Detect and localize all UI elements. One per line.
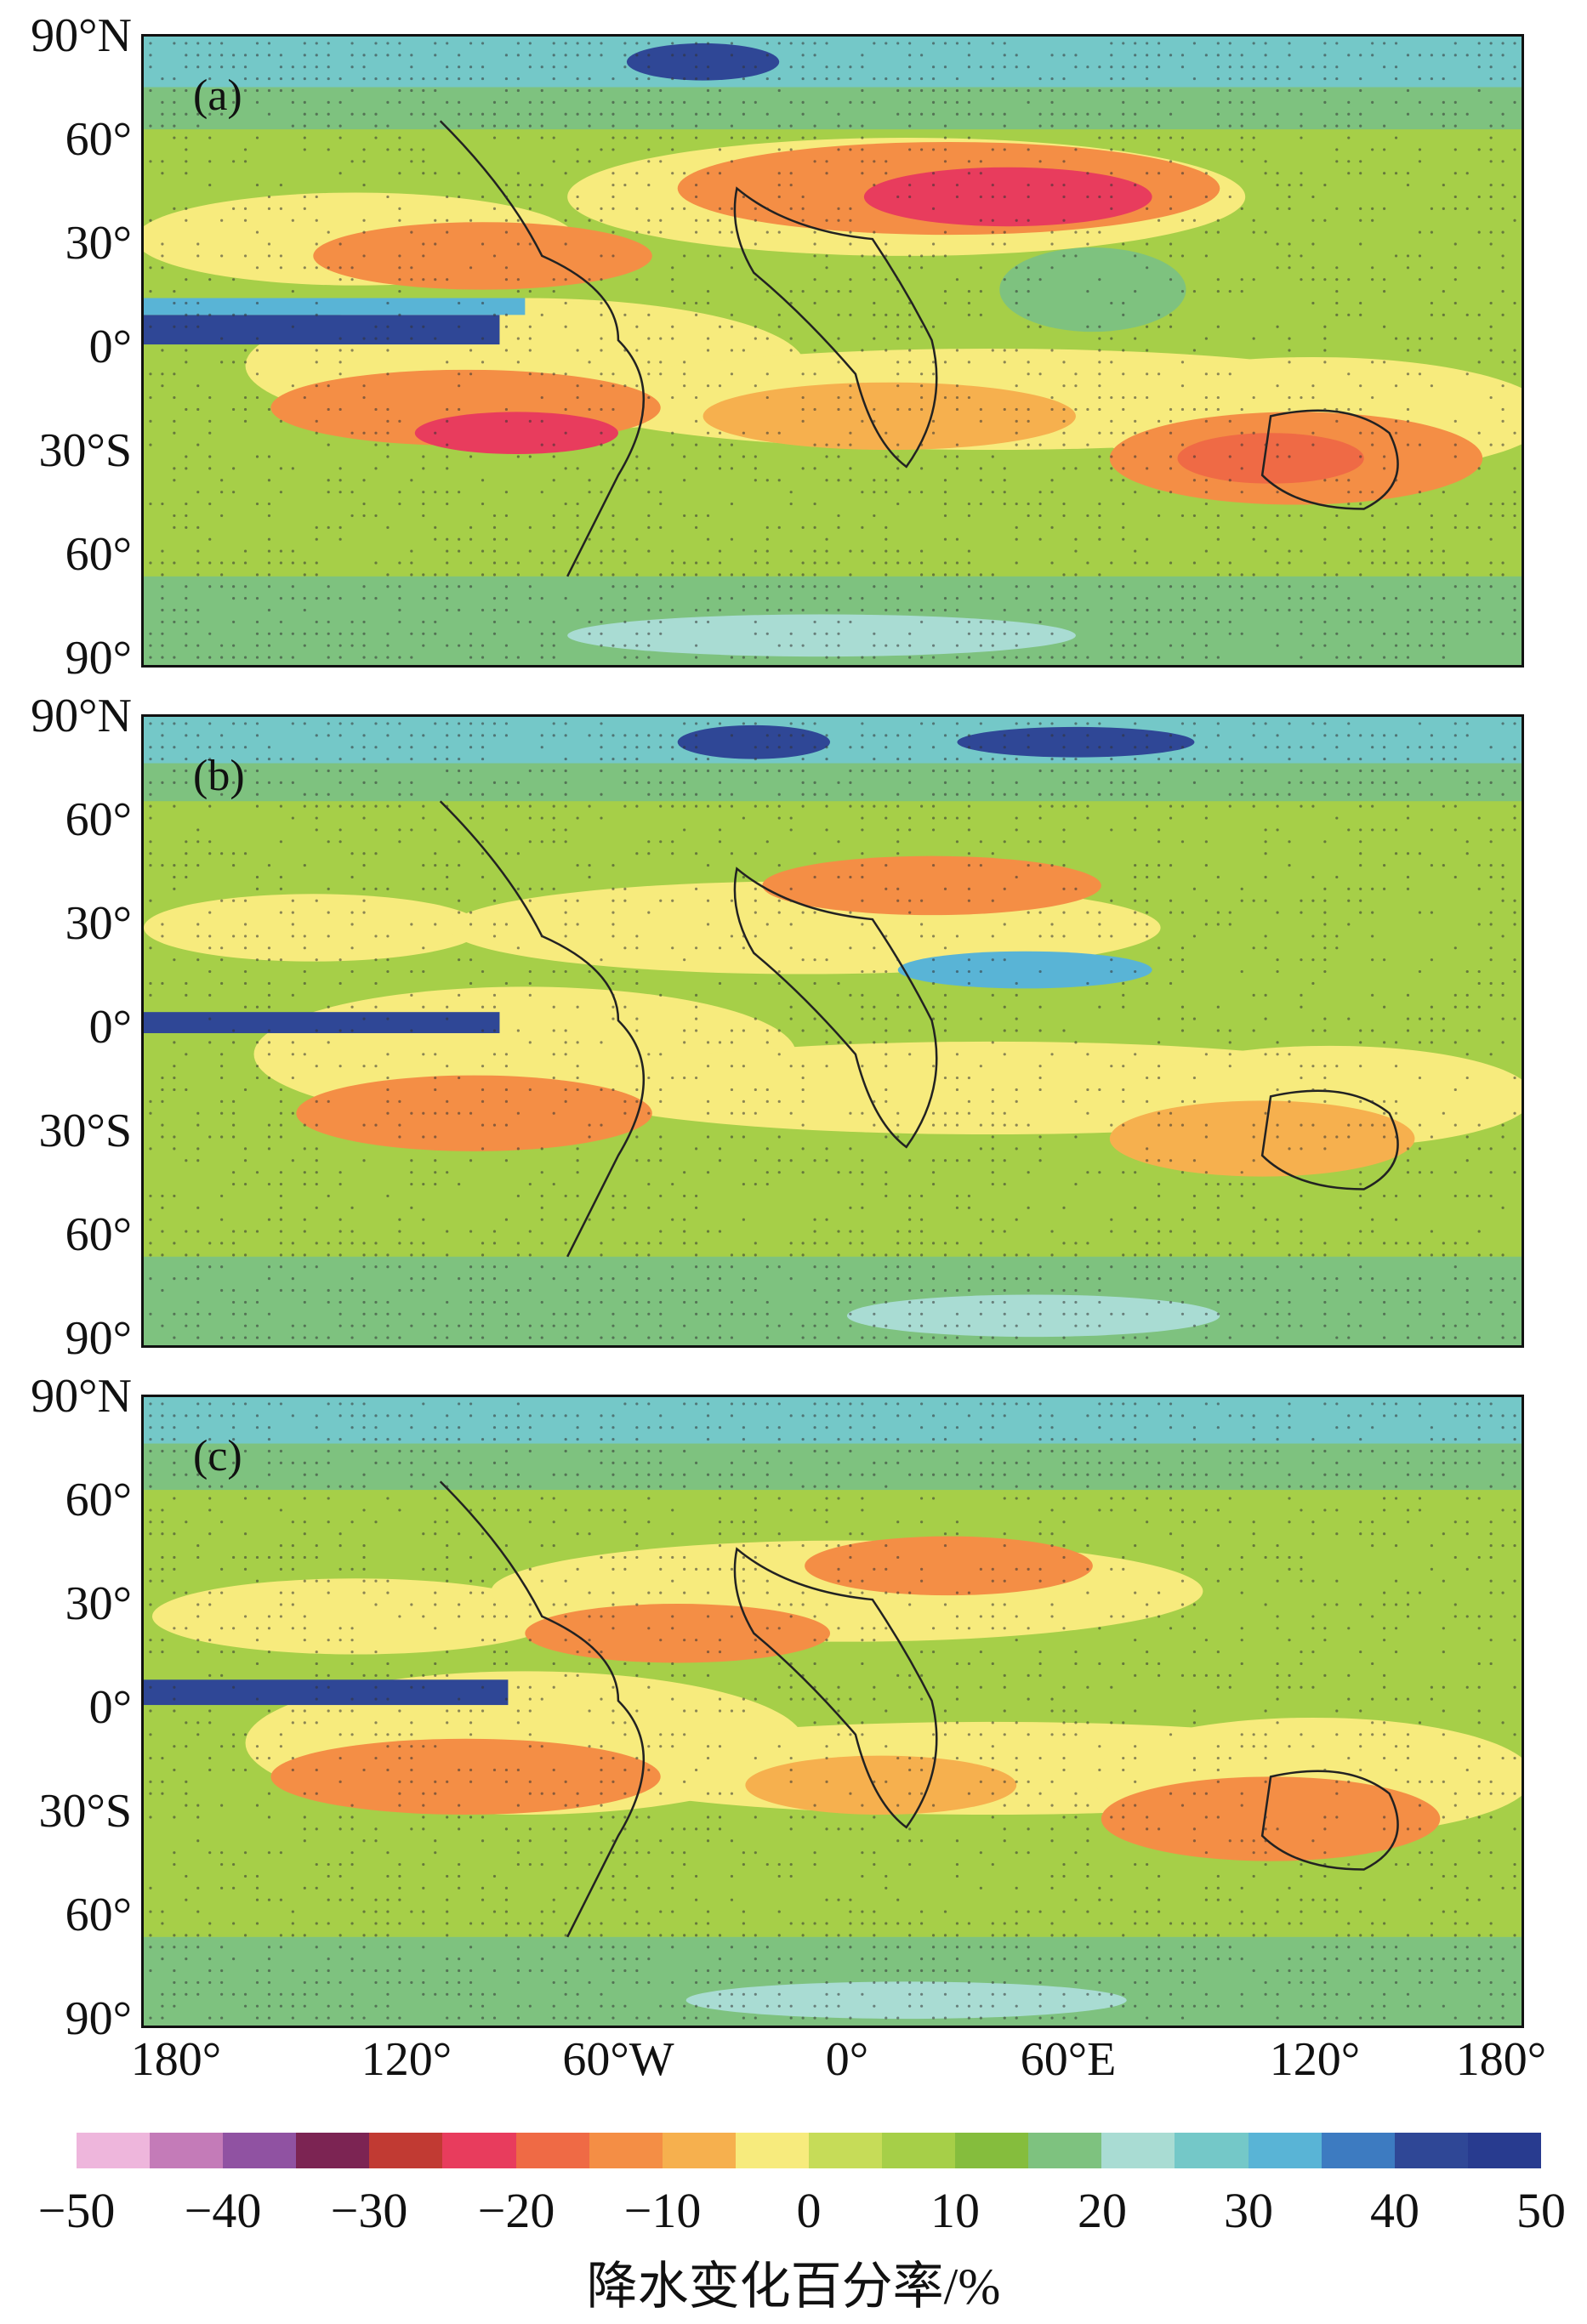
colorbar-tick: −10 bbox=[623, 2183, 702, 2238]
colorbar-segment bbox=[1101, 2133, 1175, 2168]
colorbar-segment bbox=[1175, 2133, 1249, 2168]
colorbar-tick: 30 bbox=[1224, 2183, 1273, 2238]
colorbar-tick: −30 bbox=[330, 2183, 408, 2238]
colorbar-segment bbox=[223, 2133, 297, 2168]
colorbar-segment bbox=[589, 2133, 663, 2168]
lat-label: 60° bbox=[65, 1474, 132, 1526]
colorbar-segment bbox=[808, 2133, 883, 2168]
precip-map-a bbox=[144, 37, 1522, 665]
colorbar-tick: 40 bbox=[1370, 2183, 1419, 2238]
precip-map-c bbox=[144, 1397, 1522, 2026]
lat-label: 30°S bbox=[38, 424, 132, 477]
lat-label: 60° bbox=[65, 793, 132, 846]
colorbar-tick: 20 bbox=[1078, 2183, 1127, 2238]
lon-label: 0° bbox=[825, 2033, 869, 2086]
lat-label: 30°S bbox=[38, 1785, 132, 1838]
colorbar bbox=[77, 2133, 1541, 2168]
lat-label: 30° bbox=[65, 897, 132, 950]
colorbar-segment bbox=[1394, 2133, 1468, 2168]
lat-label: 30°S bbox=[38, 1105, 132, 1157]
lat-label: 90°N bbox=[31, 1370, 132, 1423]
colorbar-segment bbox=[882, 2133, 956, 2168]
panel-label-a: (a) bbox=[193, 71, 242, 120]
lat-label: 60° bbox=[65, 528, 132, 581]
colorbar-segment bbox=[150, 2133, 224, 2168]
lat-label: 60° bbox=[65, 113, 132, 166]
lat-label: 60° bbox=[65, 1208, 132, 1261]
lat-label: 90° bbox=[65, 1312, 132, 1365]
lat-label: 0° bbox=[88, 321, 132, 373]
colorbar-tick: 50 bbox=[1516, 2183, 1566, 2238]
colorbar-tick: −40 bbox=[184, 2183, 262, 2238]
colorbar-tick: 10 bbox=[930, 2183, 980, 2238]
lon-label: 120° bbox=[1269, 2033, 1361, 2086]
colorbar-segment bbox=[1467, 2133, 1541, 2168]
colorbar-segment bbox=[1248, 2133, 1322, 2168]
lon-label: 60°W bbox=[562, 2033, 674, 2086]
colorbar-segment bbox=[1321, 2133, 1395, 2168]
colorbar-segment bbox=[662, 2133, 736, 2168]
map-panel-c: (c) bbox=[141, 1395, 1524, 2028]
colorbar-segment bbox=[77, 2133, 151, 2168]
panel-label-c: (c) bbox=[193, 1432, 242, 1480]
lon-label: 120° bbox=[361, 2033, 452, 2086]
colorbar-segment bbox=[735, 2133, 809, 2168]
lat-label: 0° bbox=[88, 1001, 132, 1054]
map-panel-a: (a) bbox=[141, 34, 1524, 668]
lat-label: 90° bbox=[65, 1992, 132, 2045]
lon-label: 180° bbox=[1455, 2033, 1547, 2086]
panel-label-b: (b) bbox=[193, 752, 245, 800]
colorbar-tick: 0 bbox=[796, 2183, 822, 2238]
map-panel-b: (b) bbox=[141, 714, 1524, 1348]
colorbar-segment bbox=[955, 2133, 1029, 2168]
precip-map-b bbox=[144, 717, 1522, 1345]
colorbar-tick: −50 bbox=[37, 2183, 116, 2238]
lat-label: 30° bbox=[65, 217, 132, 270]
colorbar-segment bbox=[515, 2133, 589, 2168]
lat-label: 90°N bbox=[31, 9, 132, 62]
colorbar-segment bbox=[296, 2133, 370, 2168]
colorbar-segment bbox=[1028, 2133, 1102, 2168]
stippling bbox=[149, 722, 1516, 1339]
stippling bbox=[149, 42, 1516, 659]
lat-label: 90° bbox=[65, 632, 132, 685]
lat-label: 0° bbox=[88, 1681, 132, 1734]
colorbar-tick: −20 bbox=[477, 2183, 555, 2238]
stippling bbox=[149, 1402, 1516, 2020]
colorbar-segment bbox=[442, 2133, 516, 2168]
lat-label: 60° bbox=[65, 1889, 132, 1941]
lon-label: 180° bbox=[130, 2033, 222, 2086]
lat-label: 90°N bbox=[31, 690, 132, 742]
colorbar-segment bbox=[369, 2133, 443, 2168]
colorbar-caption: 降水变化百分率/% bbox=[586, 2259, 1001, 2315]
lat-label: 30° bbox=[65, 1577, 132, 1630]
lon-label: 60°E bbox=[1020, 2033, 1117, 2086]
